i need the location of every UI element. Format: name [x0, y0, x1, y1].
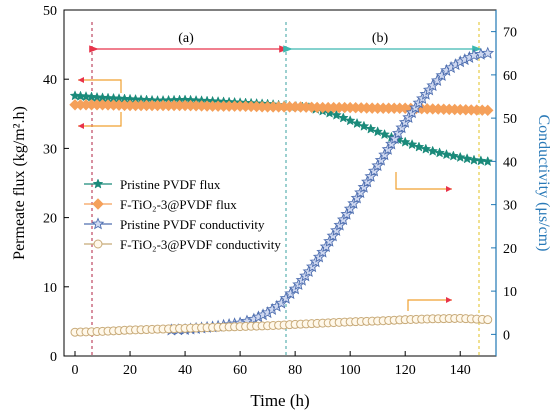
y-left-tick-label: 0 — [50, 350, 57, 365]
y-right-tick-label: 70 — [503, 26, 517, 41]
x-tick-label: 100 — [340, 363, 361, 378]
legend-marker — [93, 239, 103, 249]
data-point — [481, 46, 495, 59]
legend-label: F-TiO₂-3@PVDF conductivity — [120, 237, 281, 252]
data-point — [468, 154, 480, 165]
data-point — [461, 153, 473, 164]
y-left-tick-label: 30 — [43, 142, 57, 157]
series-3 — [70, 313, 493, 337]
y-right-tick-label: 40 — [503, 155, 517, 170]
data-point — [434, 147, 445, 158]
x-tick-label: 40 — [178, 363, 192, 378]
data-point — [344, 115, 356, 126]
legend-label: F-TiO₂-3@PVDF flux — [120, 197, 237, 212]
data-point — [80, 90, 92, 102]
legend-item: Pristine PVDF conductivity — [84, 217, 265, 232]
y-axis-left-label: Permeate flux (kg/m².h) — [11, 106, 28, 260]
data-point — [379, 128, 390, 140]
x-axis-label: Time (h) — [250, 391, 309, 410]
data-point — [483, 315, 493, 325]
data-point — [337, 112, 349, 123]
x-tick-label: 140 — [450, 363, 471, 378]
legend-label: Pristine PVDF conductivity — [120, 217, 265, 232]
data-point — [331, 109, 342, 120]
x-tick-label: 0 — [72, 363, 79, 378]
x-tick-label: 60 — [233, 363, 247, 378]
data-point — [441, 148, 452, 160]
phase-label-b: (b) — [372, 31, 389, 46]
y-right-tick-label: 30 — [503, 199, 517, 214]
data-point — [427, 145, 439, 156]
y-right-tick-label: 50 — [503, 112, 517, 127]
data-point — [365, 123, 377, 134]
data-point — [69, 90, 81, 101]
x-tick-label: 20 — [123, 363, 137, 378]
data-point — [399, 136, 411, 147]
x-axis: 0 20 40 60 80 100 120 140 — [72, 351, 471, 378]
y-axis-left: 0 10 20 30 40 50 — [43, 4, 69, 365]
legend-label: Pristine PVDF flux — [120, 177, 221, 192]
legend-marker — [92, 178, 104, 189]
series-1 — [69, 99, 494, 117]
phase-label-a: (a) — [178, 31, 194, 46]
y-right-tick-label: 10 — [503, 285, 517, 300]
y-left-tick-label: 20 — [43, 212, 57, 227]
legend-item: Pristine PVDF flux — [84, 177, 221, 192]
data-point — [372, 126, 384, 137]
data-point — [406, 138, 418, 150]
axis-pointer-arrows — [78, 77, 452, 311]
data-point — [420, 143, 432, 154]
y-left-tick-label: 10 — [43, 281, 57, 296]
data-point — [75, 90, 86, 101]
data-point — [351, 117, 363, 129]
data-point — [358, 120, 370, 131]
y-left-tick-label: 40 — [43, 73, 57, 88]
data-point — [413, 141, 425, 152]
y-axis-right: 0 10 20 30 40 50 60 70 — [491, 26, 517, 343]
legend-marker — [91, 217, 105, 230]
data-point — [482, 155, 494, 167]
y-right-tick-label: 60 — [503, 69, 517, 84]
x-tick-label: 120 — [395, 363, 416, 378]
y-axis-right-label: Conductivity (μs/cm) — [535, 114, 550, 251]
data-point — [482, 104, 494, 117]
x-tick-label: 80 — [288, 363, 302, 378]
legend: Pristine PVDF flux F-TiO₂-3@PVDF flux Pris… — [84, 177, 281, 252]
y-left-tick-label: 50 — [43, 4, 57, 19]
plot-frame — [63, 9, 497, 357]
data-point — [447, 150, 459, 161]
legend-item: F-TiO₂-3@PVDF conductivity — [84, 237, 281, 252]
y-right-tick-label: 0 — [503, 328, 510, 343]
legend-item: F-TiO₂-3@PVDF flux — [84, 197, 237, 212]
legend-marker — [92, 198, 104, 210]
series-layer — [69, 46, 495, 337]
data-point — [475, 155, 487, 166]
y-right-tick-label: 20 — [503, 242, 517, 257]
data-point — [454, 151, 466, 162]
